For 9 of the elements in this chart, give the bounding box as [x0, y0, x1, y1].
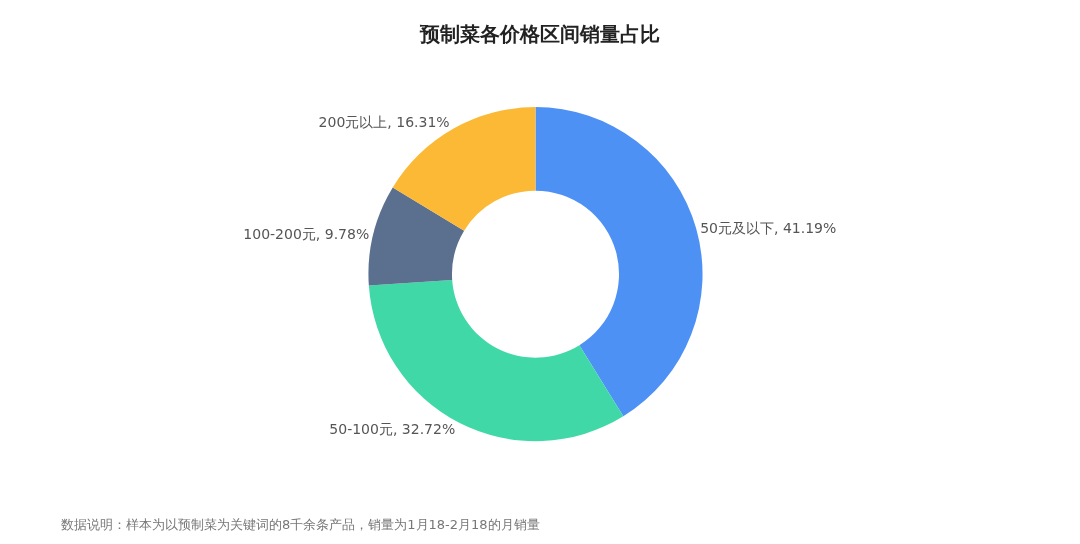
chart-title: 预制菜各价格区间销量占比 [419, 22, 660, 47]
text: 数据说明：样本为以预制菜为关键词的8千余条产品，销量为1月18-2月18的月销量 [61, 517, 540, 532]
slice-label: 50元及以下, 41.19% [700, 219, 837, 236]
slice-label: 50-100元, 32.72% [329, 421, 456, 438]
slice-label: 200元以上, 16.31% [318, 114, 450, 131]
donut-slice [392, 107, 536, 231]
donut-slice [368, 187, 465, 286]
donut-slice [535, 107, 703, 417]
slice-label: 100-200元, 9.78% [243, 226, 370, 243]
